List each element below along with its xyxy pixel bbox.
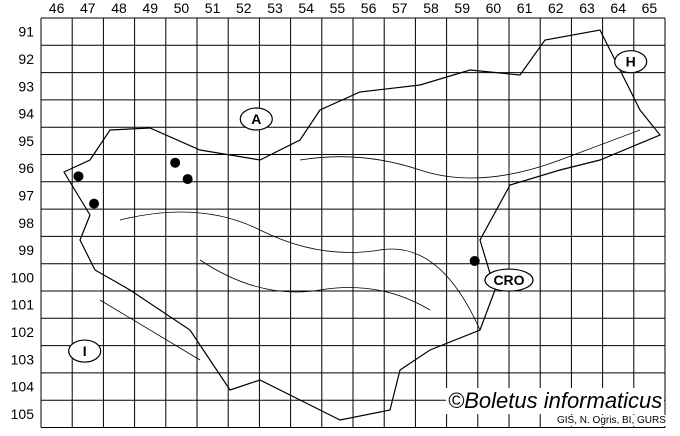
record-marker xyxy=(170,157,181,168)
record-marker xyxy=(182,174,193,185)
grid: 46 47 48 49 50 51 52 53 54 55 56 57 58 59 60 61 62 63 64 65… xyxy=(11,0,666,428)
column-label: 64 xyxy=(610,0,626,16)
country-label-ellipse xyxy=(484,268,534,292)
record-marker xyxy=(89,198,100,209)
column-label: 62 xyxy=(548,0,564,16)
column-label: 47 xyxy=(80,0,96,16)
country-label: H xyxy=(626,54,636,70)
row-label: 101 xyxy=(11,297,35,313)
row-label: 99 xyxy=(18,242,34,258)
column-label: 54 xyxy=(298,0,314,16)
row-label: 100 xyxy=(11,269,35,285)
row-label: 103 xyxy=(11,351,35,367)
row-label: 93 xyxy=(18,78,34,94)
row-label: 102 xyxy=(11,324,35,340)
row-label: 94 xyxy=(18,106,34,122)
country-label: CRO xyxy=(493,272,524,288)
column-label: 49 xyxy=(142,0,158,16)
row-label: 92 xyxy=(18,51,34,67)
row-label: 104 xyxy=(11,379,35,395)
column-label: 46 xyxy=(49,0,65,16)
row-label: 105 xyxy=(11,406,35,422)
column-label: 65 xyxy=(642,0,658,16)
column-label: 55 xyxy=(330,0,346,16)
column-label: 48 xyxy=(111,0,127,16)
country-label: A xyxy=(251,111,261,127)
row-label: 95 xyxy=(18,133,34,149)
rivers xyxy=(99,129,641,361)
country-border xyxy=(63,29,661,421)
copyright-credit: ©Boletus informaticus xyxy=(446,388,665,414)
data-source: GIS, N. Ogris, BI, GURS xyxy=(555,415,668,426)
row-label: 97 xyxy=(18,187,34,203)
country-label-ellipse xyxy=(239,107,273,131)
country-label-ellipse xyxy=(68,339,102,363)
column-label: 58 xyxy=(423,0,439,16)
column-label: 52 xyxy=(236,0,252,16)
column-label: 61 xyxy=(517,0,533,16)
record-marker xyxy=(469,255,480,266)
column-label: 51 xyxy=(205,0,221,16)
row-label: 91 xyxy=(18,24,34,40)
column-label: 53 xyxy=(267,0,283,16)
row-label: 98 xyxy=(18,215,34,231)
column-label: 57 xyxy=(392,0,408,16)
country-label-ellipse xyxy=(614,50,648,74)
column-label: 59 xyxy=(454,0,470,16)
record-marker xyxy=(73,171,84,182)
country-label: I xyxy=(83,343,87,359)
column-label: 50 xyxy=(174,0,190,16)
column-label: 56 xyxy=(361,0,377,16)
column-label: 63 xyxy=(579,0,595,16)
column-label: 60 xyxy=(486,0,502,16)
row-label: 96 xyxy=(18,160,34,176)
